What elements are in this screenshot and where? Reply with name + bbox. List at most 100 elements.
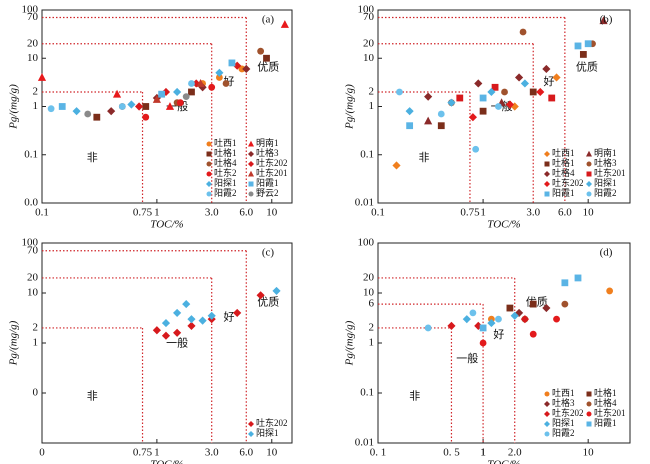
data-point [208, 83, 216, 91]
data-point [222, 80, 230, 87]
data-point [495, 315, 502, 323]
data-point [519, 28, 527, 36]
data-point [479, 324, 487, 332]
threshold-x-label: 0.75 [133, 447, 153, 459]
legend-marker [248, 421, 254, 427]
data-point [188, 80, 195, 87]
zone-label: 好 [223, 310, 234, 324]
legend-marker [544, 421, 550, 427]
data-point [107, 107, 116, 116]
legend-label: 吐格1 [552, 157, 575, 168]
x-tick-label: 0.1 [35, 207, 49, 219]
x-tick-label: 10 [583, 207, 595, 219]
legend-label: 吐西1 [214, 138, 237, 148]
data-point [392, 161, 401, 170]
data-point [424, 324, 432, 332]
data-point [520, 79, 529, 88]
legend-label: 阳探1 [552, 417, 575, 428]
legend-label: 吐格3 [552, 397, 575, 408]
data-point [561, 279, 569, 287]
legend-marker [544, 181, 550, 187]
legend-marker [206, 191, 212, 197]
data-point [462, 315, 471, 324]
zone-label: 一般 [166, 337, 188, 350]
y-axis-label: Pg/(mg/g) [8, 320, 20, 366]
legend-marker [544, 151, 550, 157]
legend-label: 野云2 [256, 188, 279, 198]
legend-marker [248, 170, 254, 177]
data-point [242, 64, 251, 74]
y-tick-label: 1 [33, 100, 39, 112]
data-point [228, 59, 236, 67]
data-point [529, 330, 537, 338]
data-point [233, 308, 242, 317]
data-point [606, 287, 614, 295]
data-point [158, 90, 166, 98]
x-tick-label: 0.1 [371, 207, 385, 219]
legend-label: 阳探1 [594, 177, 617, 188]
legend-label: 吐东202 [552, 177, 584, 188]
data-point [472, 145, 480, 153]
data-point [188, 88, 195, 96]
y-axis-label: Pg/(mg/g) [344, 84, 356, 130]
threshold-x-label: 0.75 [460, 207, 480, 219]
legend-marker [586, 421, 592, 427]
data-point [491, 83, 499, 91]
legend-label: 阳探1 [214, 177, 237, 188]
data-point [238, 65, 246, 73]
data-point [487, 87, 496, 97]
data-point [272, 286, 281, 296]
x-tick-label: 1 [154, 447, 160, 459]
data-point [469, 309, 477, 317]
data-point [47, 105, 55, 113]
data-point [161, 319, 171, 328]
x-axis-label: TOC/% [487, 459, 520, 464]
legend-marker [586, 391, 592, 397]
legend-label: 吐东202 [552, 407, 584, 418]
threshold-x-label: 0. 5 [443, 447, 460, 459]
data-point [447, 98, 456, 107]
zone-label: 好 [544, 74, 555, 88]
threshold-x-label: 0.75 [133, 207, 153, 219]
data-point [142, 103, 150, 110]
legend-label: 吐格3 [256, 147, 279, 158]
legend-label: 吐西1 [552, 388, 575, 398]
legend-label: 阳霞1 [256, 178, 279, 188]
legend-label: 吐格4 [594, 397, 617, 408]
threshold-y-label: 20 [27, 37, 39, 49]
threshold-x-label: 6.0 [239, 447, 253, 459]
data-point [173, 87, 182, 97]
data-point [542, 303, 551, 313]
panel-label: (b) [600, 14, 613, 26]
legend-label: 吐格4 [214, 157, 237, 168]
data-point [182, 93, 190, 101]
data-point [405, 107, 414, 116]
data-point [215, 68, 224, 77]
threshold-x-label: 6.0 [558, 207, 572, 219]
data-point [599, 16, 608, 25]
y-tick-label: 100 [358, 237, 375, 249]
legend-label: 吐东2 [214, 167, 237, 178]
threshold-y-label: 70 [27, 244, 39, 256]
y-tick-label: 100 [22, 237, 39, 249]
data-point [135, 102, 144, 111]
data-point [424, 116, 433, 125]
y-axis-label: Pg/(mg/g) [344, 320, 356, 366]
data-point [487, 319, 496, 328]
legend-marker [544, 391, 550, 397]
legend-marker [586, 191, 592, 197]
threshold-y-label: 70 [363, 11, 375, 23]
data-point [182, 300, 191, 309]
threshold-x-label: 3.0 [205, 207, 219, 219]
zone-label: 好 [223, 74, 234, 88]
legend-marker [586, 150, 592, 157]
threshold-x-label: 1 [480, 447, 486, 459]
data-point [173, 308, 182, 317]
zone-label: 优质 [257, 60, 279, 73]
legend-label: 吐东201 [594, 167, 626, 178]
y-tick-label: 100 [22, 4, 39, 16]
x-tick-label: 10 [266, 447, 278, 459]
legend-marker [248, 140, 254, 147]
data-point [72, 107, 81, 116]
